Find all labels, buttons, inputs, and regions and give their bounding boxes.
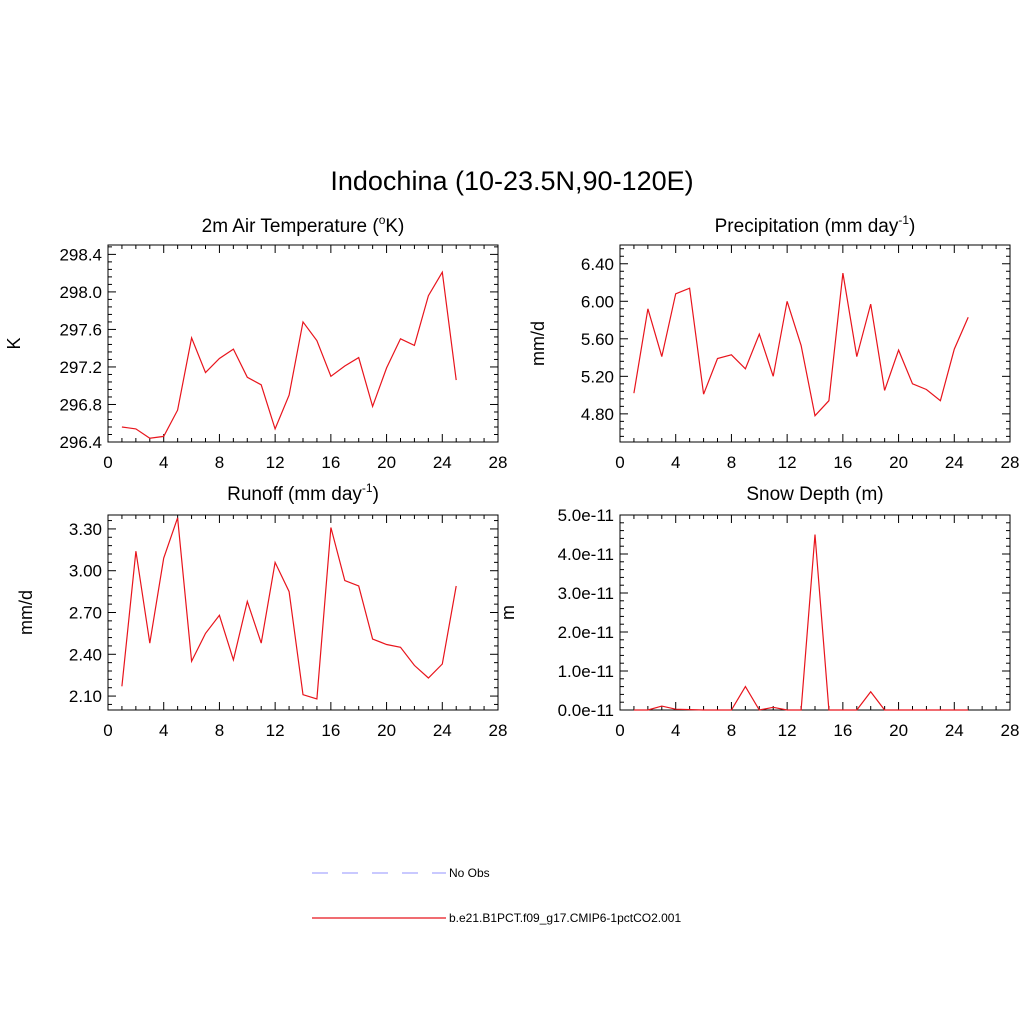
x-tick-label: 16 [321, 721, 340, 740]
y-axis-label: m [498, 605, 518, 620]
x-tick-label: 0 [615, 453, 624, 472]
legend-label: No Obs [449, 866, 490, 880]
panel-temp: 2m Air Temperature (oK) 0 4 8 12 16 20 24 28 296.… [4, 213, 507, 472]
y-tick-label: 297.6 [59, 320, 102, 339]
y-tick-label: 298.4 [59, 245, 102, 264]
y-tick-label: 6.00 [581, 292, 614, 311]
x-tick-label: 28 [1001, 453, 1020, 472]
x-tick-label: 4 [159, 721, 168, 740]
x-tick-label: 24 [945, 453, 964, 472]
x-tick-label: 0 [615, 721, 624, 740]
series-line [121, 270, 457, 439]
panel-title-suffix: ) [373, 484, 379, 505]
x-tick-label: 28 [489, 721, 508, 740]
y-tick-label: 3.00 [69, 562, 102, 581]
panel-title: Runoff (mm day-1) [227, 481, 379, 505]
y-tick-label: 296.4 [59, 433, 102, 452]
x-tick-label: 16 [833, 453, 852, 472]
series-line [121, 517, 457, 700]
panel-title-text: 2m Air Temperature ( [202, 216, 380, 237]
panel-snow: Snow Depth (m) 0 4 8 12 16 20 24 28 0.0e-11 1.0e-1… [498, 484, 1019, 740]
legend: No Obs b.e21.B1PCT.f09_g17.CMIP6-1pctCO2.… [312, 866, 681, 925]
y-tick-label: 2.40 [69, 645, 102, 664]
y-tick-label: 1.0e-11 [558, 662, 614, 681]
y-axis-label: mm/d [528, 321, 548, 366]
x-tick-label: 8 [215, 453, 224, 472]
y-tick-label: 298.0 [59, 283, 102, 302]
figure-title: Indochina (10-23.5N,90-120E) [330, 166, 693, 196]
x-tick-label: 12 [778, 453, 797, 472]
y-tick-label: 2.70 [69, 604, 102, 623]
y-axis-label: K [4, 337, 24, 349]
y-tick-label: 296.8 [59, 395, 102, 414]
x-tick-label: 16 [321, 453, 340, 472]
y-tick-label: 0.0e-11 [558, 701, 614, 720]
x-tick-label: 4 [159, 453, 168, 472]
panel-title: Precipitation (mm day-1) [715, 213, 916, 237]
series-line [633, 534, 969, 711]
panel-title-superscript: o [379, 213, 386, 227]
x-tick-label: 4 [671, 721, 680, 740]
panel-title-suffix: K) [385, 216, 404, 237]
y-axis-label: mm/d [16, 590, 36, 635]
plot-frame [619, 514, 1011, 711]
x-tick-label: 12 [266, 453, 285, 472]
panel-title-text: Runoff (mm day [227, 484, 362, 505]
panel-precip: Precipitation (mm day-1) 0 4 8 12 16 20 24 28 4.8… [528, 213, 1019, 472]
x-tick-label: 12 [266, 721, 285, 740]
panel-title-suffix: ) [909, 216, 915, 237]
plot-frame [619, 244, 1011, 443]
panels: 2m Air Temperature (oK)0 4 8 12 16 20 24 28296.… [4, 213, 1019, 740]
plot-frame [107, 244, 499, 443]
x-tick-label: 8 [727, 721, 736, 740]
x-tick-label: 24 [433, 453, 452, 472]
panel-title: Snow Depth (m) [746, 484, 883, 505]
panel-title-superscript: -1 [898, 213, 909, 227]
legend-label: b.e21.B1PCT.f09_g17.CMIP6-1pctCO2.001 [449, 911, 681, 925]
x-tick-label: 28 [489, 453, 508, 472]
x-tick-label: 24 [433, 721, 452, 740]
x-tick-label: 4 [671, 453, 680, 472]
x-tick-label: 20 [889, 721, 908, 740]
y-tick-label: 5.60 [581, 330, 614, 349]
panel-title: 2m Air Temperature (oK) [202, 213, 405, 237]
x-tick-label: 12 [778, 721, 797, 740]
y-tick-label: 3.30 [69, 520, 102, 539]
x-tick-label: 0 [103, 453, 112, 472]
x-tick-label: 20 [377, 721, 396, 740]
plot-frame [107, 514, 499, 711]
x-tick-label: 20 [889, 453, 908, 472]
x-tick-label: 8 [727, 453, 736, 472]
x-tick-label: 16 [833, 721, 852, 740]
x-tick-label: 0 [103, 721, 112, 740]
panel-title-superscript: -1 [362, 481, 373, 495]
y-tick-label: 3.0e-11 [558, 584, 614, 603]
y-tick-label: 297.2 [59, 358, 102, 377]
x-tick-label: 24 [945, 721, 964, 740]
y-tick-label: 2.0e-11 [558, 623, 614, 642]
x-tick-label: 8 [215, 721, 224, 740]
panel-title-text: Precipitation (mm day [715, 216, 899, 237]
x-tick-label: 20 [377, 453, 396, 472]
y-tick-label: 6.40 [581, 255, 614, 274]
y-tick-label: 4.0e-11 [558, 545, 614, 564]
y-tick-label: 5.0e-11 [558, 506, 614, 525]
x-tick-label: 28 [1001, 721, 1020, 740]
y-tick-label: 5.20 [581, 367, 614, 386]
panel-runoff: Runoff (mm day-1) 0 4 8 12 16 20 24 28 2.10 2.40 2.… [16, 481, 507, 740]
panel-title-text: Snow Depth (m) [746, 484, 883, 505]
y-tick-label: 2.10 [69, 687, 102, 706]
y-tick-label: 4.80 [581, 405, 614, 424]
series-line [633, 273, 969, 417]
